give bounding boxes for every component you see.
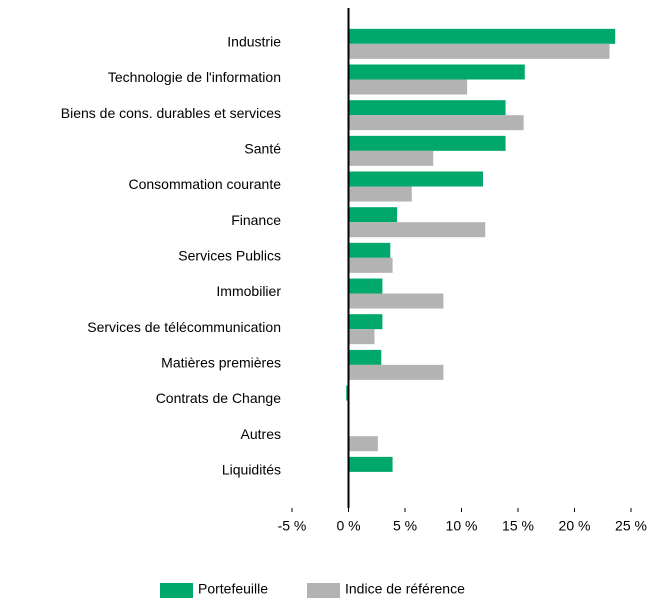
category-label: Technologie de l'information — [108, 69, 281, 85]
bar — [348, 293, 444, 309]
bar — [346, 385, 349, 401]
bar — [348, 314, 383, 330]
legend-label: Indice de référence — [345, 581, 465, 597]
category-label: Contrats de Change — [156, 390, 282, 406]
x-tick-label: 10 % — [446, 518, 478, 534]
category-label: Services Publics — [178, 248, 281, 264]
bar — [348, 171, 483, 187]
legend-swatch — [160, 583, 193, 598]
bar — [348, 329, 375, 345]
x-tick-label: 0 % — [336, 518, 360, 534]
bar — [348, 222, 486, 238]
x-tick-label: 5 % — [393, 518, 417, 534]
bar — [348, 43, 610, 59]
x-tick-label: 15 % — [502, 518, 534, 534]
bar — [348, 278, 383, 294]
category-label: Autres — [241, 426, 281, 442]
category-label: Consommation courante — [128, 176, 281, 192]
bar — [348, 436, 378, 452]
category-label: Services de télécommunication — [87, 319, 281, 335]
x-tick-label: 20 % — [559, 518, 591, 534]
category-label: Biens de cons. durables et services — [61, 105, 281, 121]
bar — [348, 349, 382, 365]
bar — [348, 115, 524, 131]
bar — [348, 28, 616, 44]
category-label: Liquidités — [222, 462, 281, 478]
bar — [348, 257, 393, 273]
category-label: Matières premières — [161, 355, 281, 371]
legend-label: Portefeuille — [198, 581, 268, 597]
bar — [348, 242, 391, 258]
bar — [348, 150, 434, 166]
x-tick-label: -5 % — [278, 518, 307, 534]
bar — [348, 100, 506, 116]
category-label: Finance — [231, 212, 281, 228]
category-label: Immobilier — [216, 283, 281, 299]
bar — [348, 186, 412, 202]
bar — [348, 207, 398, 223]
bar — [348, 364, 444, 380]
category-label: Santé — [244, 141, 281, 157]
x-tick-label: 25 % — [615, 518, 647, 534]
bar — [348, 135, 506, 151]
legend-swatch — [307, 583, 340, 598]
bar — [348, 456, 393, 472]
bar — [348, 64, 525, 80]
bar — [348, 79, 468, 95]
category-label: Industrie — [227, 34, 281, 50]
